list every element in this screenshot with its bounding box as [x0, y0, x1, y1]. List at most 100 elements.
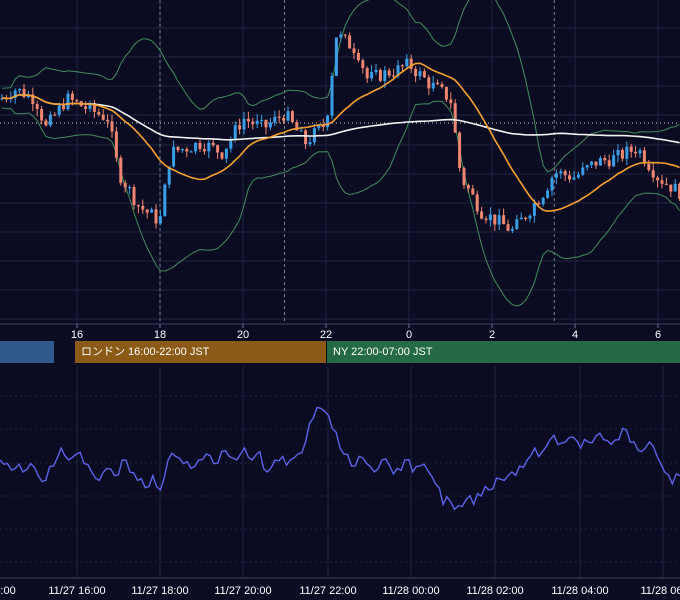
candle-down	[493, 214, 497, 225]
candle-down	[409, 58, 413, 69]
candle-down	[304, 130, 308, 145]
candle-down	[594, 161, 598, 166]
moving-average-short	[1, 62, 680, 213]
candle-down	[568, 175, 572, 180]
price-x-tick-label: 6	[655, 329, 661, 341]
candle-up	[128, 187, 132, 189]
candle-up	[224, 148, 228, 159]
candle-down	[211, 142, 215, 146]
candle-down	[92, 103, 96, 112]
candle-down	[352, 48, 356, 53]
candle-down	[365, 68, 369, 79]
candle-down	[669, 184, 673, 192]
candle-up	[334, 37, 338, 76]
oscillator-x-tick-label: 11/27 22:00	[299, 585, 356, 597]
price-x-tick-label: 20	[237, 329, 249, 341]
candle-up	[598, 157, 602, 166]
candle-down	[277, 116, 281, 118]
candle-up	[308, 142, 312, 145]
price-chart[interactable]: 16 18 20 22 0 2 4 6	[0, 0, 680, 341]
candle-down	[475, 194, 479, 212]
oscillator-x-tick-label: 11/27 16:00	[48, 585, 105, 597]
candle-up	[590, 161, 594, 166]
candle-down	[145, 209, 149, 213]
candle-down	[400, 65, 404, 67]
candle-down	[660, 180, 664, 184]
session-london: ロンドン 16:00-22:00 JST	[75, 341, 326, 363]
candle-down	[154, 209, 158, 224]
candle-down	[634, 151, 638, 154]
candle-up	[581, 167, 585, 175]
candle-down	[449, 99, 453, 104]
candle-up	[383, 70, 387, 82]
candle-up	[194, 142, 198, 152]
candle-down	[136, 205, 140, 207]
candle-up	[546, 190, 550, 198]
candle-down	[651, 170, 655, 178]
session-tokyo	[0, 341, 54, 363]
candle-down	[295, 121, 299, 131]
candle-up	[189, 151, 193, 153]
candle-up	[167, 166, 171, 185]
candle-down	[537, 203, 541, 205]
candle-down	[53, 114, 57, 116]
candle-down	[378, 69, 382, 82]
candle-up	[18, 88, 22, 91]
candle-down	[202, 149, 206, 152]
candle-down	[647, 163, 651, 171]
candle-up	[532, 203, 536, 216]
candle-down	[656, 177, 660, 181]
oscillator-x-tick-label: 11/27 18:00	[131, 585, 188, 597]
candle-down	[440, 84, 444, 87]
candle-up	[374, 69, 378, 73]
candle-down	[436, 82, 440, 85]
candle-down	[114, 131, 118, 158]
candle-up	[172, 146, 176, 167]
candle-up	[150, 209, 154, 213]
candle-down	[238, 125, 242, 130]
oscillator-chart[interactable]: 4:00 11/27 16:00 11/27 18:00 11/27 20:00 11/…	[0, 366, 680, 600]
candle-down	[84, 106, 88, 109]
candle-up	[515, 219, 519, 229]
candle-up	[286, 111, 290, 121]
candle-down	[563, 171, 567, 176]
price-x-tick-label: 4	[572, 329, 578, 341]
candle-down	[603, 157, 607, 161]
candle-down	[361, 60, 365, 69]
candle-up	[612, 155, 616, 167]
candle-up	[260, 119, 264, 122]
candle-up	[625, 146, 629, 159]
candle-up	[158, 216, 162, 224]
candle-down	[106, 119, 110, 122]
candle-down	[387, 70, 391, 76]
candle-down	[480, 211, 484, 219]
candle-down	[453, 103, 457, 133]
candle-up	[554, 173, 558, 178]
moving-average-long	[1, 93, 680, 144]
candle-up	[550, 177, 554, 191]
candle-up	[519, 217, 523, 220]
candle-down	[607, 160, 611, 167]
candle-down	[62, 105, 66, 110]
candle-down	[198, 142, 202, 150]
candle-up	[405, 58, 409, 67]
price-x-tick-label: 0	[406, 329, 412, 341]
candle-down	[123, 182, 127, 188]
candle-up	[268, 122, 272, 128]
candle-down	[35, 104, 39, 110]
candle-up	[339, 34, 343, 38]
candle-down	[506, 224, 510, 231]
candle-down	[466, 185, 470, 189]
candle-up	[163, 184, 167, 217]
candle-up	[541, 197, 545, 205]
candle-up	[576, 174, 580, 178]
candle-down	[422, 71, 426, 78]
candle-up	[431, 82, 435, 89]
candle-down	[101, 114, 105, 120]
oscillator-grid	[0, 366, 680, 578]
candle-down	[642, 150, 646, 164]
oscillator-x-tick-label: 11/27 20:00	[214, 585, 271, 597]
session-ny: NY 22:00-07:00 JST	[327, 341, 680, 363]
oscillator-background	[0, 366, 680, 600]
price-x-tick-label: 18	[154, 329, 166, 341]
